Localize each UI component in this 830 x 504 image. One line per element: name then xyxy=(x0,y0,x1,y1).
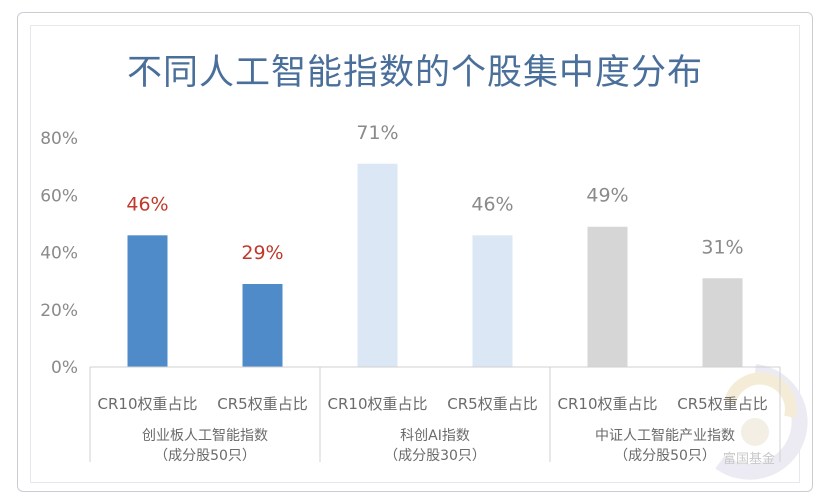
category-label: CR5权重占比 xyxy=(447,395,537,413)
category-label: CR5权重占比 xyxy=(677,395,767,413)
data-label: 29% xyxy=(241,242,283,264)
data-label: 31% xyxy=(701,236,743,258)
chart-inner-border xyxy=(30,25,800,483)
bar xyxy=(242,283,283,367)
group-sublabel: （成分股50只） xyxy=(154,448,256,464)
group-sublabel: （成分股30只） xyxy=(384,448,486,464)
y-tick-label: 40% xyxy=(40,244,78,264)
bar xyxy=(357,163,398,367)
category-label: CR5权重占比 xyxy=(217,395,307,413)
y-tick-label: 60% xyxy=(40,186,78,206)
data-label: 46% xyxy=(471,193,513,215)
bars xyxy=(127,163,743,367)
y-tick-label: 0% xyxy=(51,358,78,378)
bar xyxy=(472,235,513,367)
data-label: 49% xyxy=(586,185,628,207)
bar xyxy=(127,235,168,367)
y-axis: 0% 20% 40% 60% 80% xyxy=(40,129,78,378)
bar xyxy=(587,226,628,367)
watermark-text: 富国基金 xyxy=(723,452,776,467)
y-tick-label: 20% xyxy=(40,301,78,321)
data-labels: 46% 29% 71% 46% 49% 31% xyxy=(126,122,743,264)
x-axis: CR10权重占比 CR5权重占比 CR10权重占比 CR5权重占比 CR10权重占比 CR… xyxy=(89,366,781,464)
group-label: 中证人工智能产业指数 xyxy=(595,428,735,444)
y-tick-label: 80% xyxy=(40,129,78,149)
group-label: 创业板人工智能指数 xyxy=(142,428,268,444)
bar xyxy=(702,278,743,367)
category-label: CR10权重占比 xyxy=(328,395,428,413)
category-label: CR10权重占比 xyxy=(98,395,198,413)
category-label: CR10权重占比 xyxy=(558,395,658,413)
data-label: 71% xyxy=(356,122,398,144)
chart-title: 不同人工智能指数的个股集中度分布 xyxy=(126,53,703,93)
group-label: 科创AI指数 xyxy=(400,428,470,444)
data-label: 46% xyxy=(126,193,168,215)
group-sublabel: （成分股50只） xyxy=(614,448,716,464)
